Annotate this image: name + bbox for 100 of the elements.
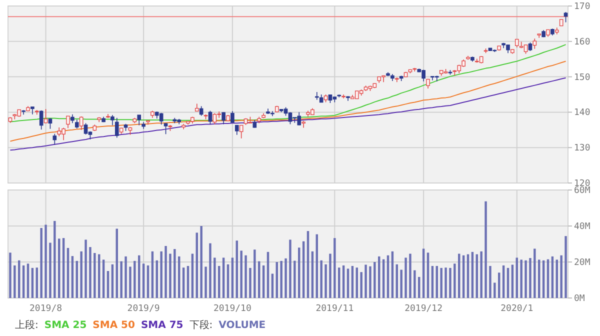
bar: [18, 260, 20, 298]
candlestick: [297, 112, 302, 126]
bar: [146, 265, 150, 298]
candlestick: [137, 114, 142, 126]
bar: [449, 268, 452, 298]
bar: [551, 256, 554, 298]
bar: [160, 251, 162, 298]
bar: [489, 266, 492, 298]
candlestick: [208, 110, 212, 125]
bar: [204, 266, 207, 298]
bar: [151, 251, 154, 298]
bar: [520, 260, 522, 298]
bar: [231, 258, 234, 298]
bar: [391, 251, 394, 298]
bar: [524, 260, 527, 298]
bar: [458, 254, 460, 298]
bar: [138, 255, 140, 298]
bar: [378, 256, 380, 298]
bar: [369, 266, 372, 298]
bar: [294, 260, 296, 298]
bar: [484, 201, 487, 298]
candlestick: [66, 116, 70, 129]
candlestick: [110, 114, 114, 126]
bar: [462, 255, 465, 298]
y-tick-label: 20M: [574, 258, 591, 268]
bar: [538, 260, 540, 298]
bar: [516, 258, 518, 298]
candlestick: [222, 112, 226, 125]
bar: [422, 248, 425, 298]
bar: [214, 258, 216, 298]
bar: [226, 264, 230, 298]
bar: [546, 259, 550, 298]
bar: [249, 268, 252, 298]
bar: [191, 254, 194, 298]
bar: [66, 248, 70, 298]
bar: [404, 258, 407, 298]
bar: [209, 243, 212, 298]
x-tick-label: 2019/11: [316, 304, 354, 314]
bar: [364, 264, 367, 298]
candlestick: [114, 117, 119, 138]
bar: [186, 266, 190, 298]
bar: [426, 252, 430, 298]
bar: [409, 254, 412, 298]
y-tick-label: 140: [574, 108, 590, 118]
bar: [80, 251, 82, 298]
candlestick: [212, 112, 217, 125]
bar: [58, 238, 60, 298]
bar: [560, 255, 562, 298]
bar: [400, 270, 402, 298]
bar: [418, 276, 420, 298]
bar: [111, 264, 114, 298]
bar: [22, 265, 25, 298]
bar: [444, 268, 447, 298]
bar: [271, 274, 274, 298]
bar: [346, 268, 350, 298]
candlestick: [288, 112, 292, 125]
bar: [120, 261, 122, 298]
bar: [329, 254, 332, 298]
bar: [320, 260, 322, 298]
bar: [502, 265, 505, 298]
bar: [298, 248, 300, 298]
candlestick: [52, 133, 57, 146]
bar: [26, 264, 30, 298]
bar: [534, 248, 536, 298]
bar: [262, 265, 265, 298]
bar: [311, 251, 314, 298]
bar: [498, 272, 500, 298]
bar: [289, 240, 292, 298]
candlestick: [302, 120, 306, 128]
bar: [351, 266, 354, 298]
bar: [76, 260, 78, 298]
bar: [302, 241, 305, 298]
bar: [564, 236, 567, 298]
x-tick-label: 2019/12: [404, 304, 443, 314]
candlestick: [230, 110, 234, 124]
bar: [511, 264, 514, 298]
candlestick: [39, 110, 44, 130]
bar: [480, 251, 482, 298]
bar: [440, 268, 442, 298]
bar: [494, 282, 496, 298]
y-tick-label: 130: [574, 144, 590, 154]
bar: [9, 252, 12, 298]
bar: [374, 262, 376, 298]
bar: [89, 247, 92, 298]
bar: [529, 258, 532, 298]
bar: [54, 220, 56, 298]
bar: [236, 240, 238, 298]
bar: [44, 224, 47, 298]
candlestick: [164, 122, 168, 135]
bar: [142, 264, 145, 298]
bar: [102, 260, 105, 298]
bar: [506, 268, 510, 298]
bar: [174, 249, 176, 298]
y-tick-label: 0M: [574, 294, 586, 304]
bar: [222, 258, 225, 298]
bar: [542, 260, 545, 298]
y-tick-label: 40M: [574, 222, 591, 232]
bar: [244, 255, 247, 298]
y-tick-label: 150: [574, 72, 590, 83]
bar: [382, 259, 385, 298]
